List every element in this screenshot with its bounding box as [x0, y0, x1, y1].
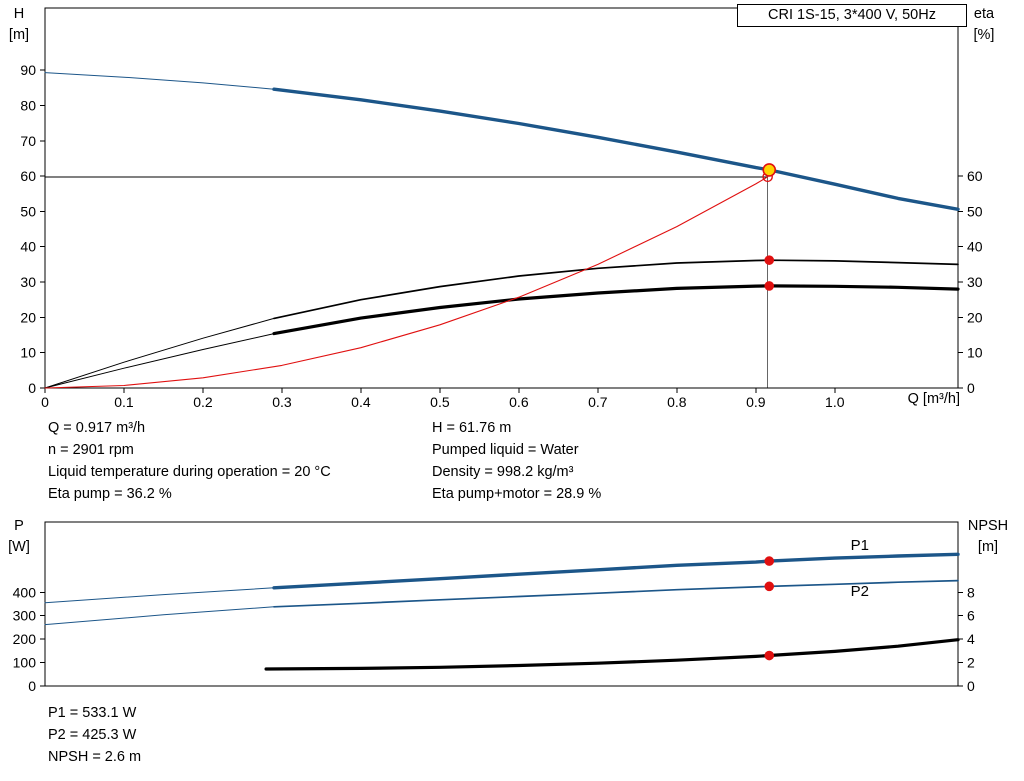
y-left-tick-label: 30 — [20, 274, 36, 290]
y-left-tick-label: 70 — [20, 133, 36, 149]
pumped-liquid-value: Pumped liquid = Water — [432, 442, 579, 458]
y-right-tick-label: 6 — [967, 608, 975, 624]
p1-curve-label: P1 — [851, 537, 869, 554]
p2-duty-point — [764, 581, 775, 592]
eta-pump-motor-value: Eta pump+motor = 28.9 % — [432, 486, 602, 502]
liquid-temperature-value: Liquid temperature during operation = 20… — [48, 464, 331, 480]
x-tick-label: 0.2 — [193, 394, 213, 410]
h-value: H = 61.76 m — [432, 420, 512, 436]
p-axis-label: P [W] — [0, 516, 38, 558]
p-axis-symbol: P — [14, 518, 24, 534]
npsh-axis-symbol: NPSH — [967, 518, 1009, 534]
p2-extrapolation — [44, 606, 275, 626]
duty-info-right: H = 61.76 m Pumped liquid = Water Densit… — [432, 417, 601, 505]
y-left-tick-label: 20 — [20, 309, 36, 325]
x-tick-label: 0.6 — [509, 394, 529, 410]
p1-value: P1 = 533.1 W — [48, 705, 137, 721]
x-tick-label: 0.4 — [351, 394, 371, 410]
power-npsh-chart-frame — [44, 521, 959, 687]
y-right-tick-label: 20 — [967, 309, 983, 325]
x-tick-label: 0.9 — [746, 394, 766, 410]
x-tick-label: 0.8 — [667, 394, 687, 410]
x-tick-label: 1.0 — [825, 394, 845, 410]
npsh-axis-label: NPSH [m] — [958, 516, 1018, 558]
x-tick-label: 0.1 — [114, 394, 134, 410]
eta-pump-duty-point — [764, 255, 775, 265]
p1-extrapolation — [44, 587, 275, 604]
eta-pump-motor-extrapolation — [44, 333, 275, 389]
y-left-tick-label: 50 — [20, 203, 36, 219]
density-value: Density = 998.2 kg/m³ — [432, 464, 574, 480]
system-curve — [44, 176, 769, 389]
npsh-curve — [264, 638, 960, 671]
y-left-tick-label: 400 — [13, 584, 37, 600]
h-axis-symbol: H — [13, 6, 25, 22]
duty-point-actual — [762, 163, 777, 177]
y-right-tick-label: 8 — [967, 584, 975, 600]
eta-pump-curve — [273, 259, 959, 320]
y-right-tick-label: 2 — [967, 655, 975, 671]
y-left-tick-label: 90 — [20, 62, 36, 78]
x-tick-label: 0.7 — [588, 394, 608, 410]
y-left-tick-label: 0 — [28, 380, 36, 396]
y-left-tick-label: 40 — [20, 239, 36, 255]
p1-duty-point — [764, 556, 775, 566]
q-axis-label: Q [m³/h] — [907, 391, 960, 407]
p-axis-unit: [W] — [8, 539, 30, 555]
p1-curve — [272, 552, 960, 590]
x-tick-label: 0.5 — [430, 394, 450, 410]
eta-axis-label: eta [%] — [960, 4, 1008, 46]
x-tick-label: 0 — [41, 394, 49, 410]
npsh-value: NPSH = 2.6 m — [48, 749, 142, 765]
y-right-tick-label: 0 — [967, 678, 975, 694]
y-right-tick-label: 30 — [967, 274, 983, 290]
eta-pump-motor-curve — [272, 284, 960, 336]
y-left-tick-label: 80 — [20, 97, 36, 113]
power-npsh-chart: 0 100 200 300 400 0 2 4 6 8 P1 P2 — [13, 521, 975, 694]
y-right-tick-label: 50 — [967, 203, 983, 219]
h-curve-extrapolation — [44, 72, 275, 90]
eta-axis-unit: [%] — [973, 27, 995, 43]
y-left-tick-label: 60 — [20, 168, 36, 184]
y-left-tick-label: 200 — [13, 631, 37, 647]
eta-pump-extrapolation — [44, 317, 275, 389]
y-right-tick-label: 40 — [967, 239, 983, 255]
y-right-tick-label: 10 — [967, 345, 983, 361]
y-left-tick-label: 0 — [28, 678, 36, 694]
y-left-tick-label: 300 — [13, 608, 37, 624]
duty-info-left: Q = 0.917 m³/h n = 2901 rpm Liquid tempe… — [48, 417, 331, 505]
y-left-tick-label: 100 — [13, 655, 37, 671]
y-right-tick-label: 60 — [967, 168, 983, 184]
eta-pump-motor-duty-point — [764, 281, 775, 291]
eta-axis-symbol: eta — [973, 6, 995, 22]
power-info: P1 = 533.1 W P2 = 425.3 W NPSH = 2.6 m — [48, 702, 141, 768]
h-curve — [272, 87, 960, 211]
y-left-tick-label: 10 — [20, 345, 36, 361]
qh-eta-chart: 0 10 20 30 40 50 60 70 80 90 0 10 20 30 40 50 60 0 0.1 0.2 0… — [20, 7, 983, 410]
speed-value: n = 2901 rpm — [48, 442, 134, 458]
q-value: Q = 0.917 m³/h — [48, 420, 146, 436]
qh-eta-chart-frame — [44, 7, 959, 389]
eta-pump-value: Eta pump = 36.2 % — [48, 486, 172, 502]
npsh-duty-point — [764, 650, 775, 661]
p2-value: P2 = 425.3 W — [48, 727, 137, 743]
y-right-tick-label: 0 — [967, 380, 975, 396]
pump-title-box: CRI 1S-15, 3*400 V, 50Hz — [737, 4, 967, 27]
p2-curve — [273, 579, 959, 608]
h-axis-unit: [m] — [8, 27, 30, 43]
x-tick-label: 0.3 — [272, 394, 292, 410]
h-axis-label: H [m] — [0, 4, 38, 46]
npsh-axis-unit: [m] — [977, 539, 999, 555]
y-right-tick-label: 4 — [967, 631, 975, 647]
p2-curve-label: P2 — [851, 583, 869, 600]
